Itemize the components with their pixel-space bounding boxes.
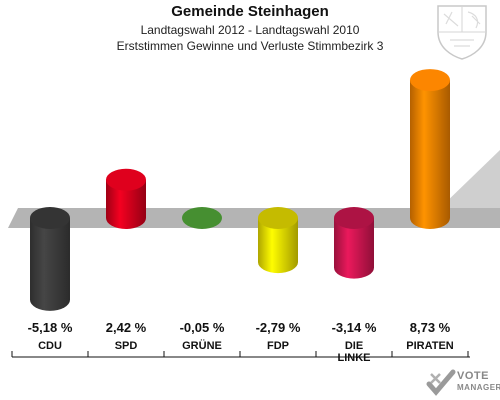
bar-body <box>258 218 298 274</box>
bar-cap <box>258 207 298 229</box>
bar-cdu <box>30 207 70 311</box>
category-label-fdp: FDP <box>267 340 289 352</box>
value-label-cdu: -5,18 % <box>27 320 73 335</box>
bar-body <box>410 80 450 229</box>
bar-body <box>30 218 70 311</box>
bar-piraten <box>410 69 450 229</box>
value-label-gruene: -0,05 % <box>179 320 225 335</box>
chart-title: Gemeinde Steinhagen <box>171 3 329 20</box>
category-label-linke: DIE LINKE <box>337 340 371 364</box>
zero-band-perspective <box>440 150 500 208</box>
bar-spd <box>106 168 146 229</box>
bar-fdp <box>258 207 298 274</box>
value-label-piraten: 8,73 % <box>409 320 451 335</box>
value-label-linke: -3,14 % <box>331 320 377 335</box>
vote-manager-logo: VOTE MANAGER <box>424 366 500 400</box>
bar-cap <box>182 207 222 229</box>
bar-body <box>106 179 146 229</box>
chart-subtitle-election: Landtagswahl 2012 - Landtagswahl 2010 <box>140 23 360 37</box>
bar-cap <box>334 207 374 229</box>
logo-line-2: MANAGER <box>457 383 500 392</box>
logo-line-1: VOTE <box>457 370 489 382</box>
category-label-piraten: PIRATEN <box>406 340 454 352</box>
coat-of-arms-icon <box>437 5 487 60</box>
category-label-cdu: CDU <box>38 340 62 352</box>
value-label-spd: 2,42 % <box>105 320 147 335</box>
bar-cap <box>30 207 70 229</box>
category-label-spd: SPD <box>114 340 138 352</box>
vote-check-icon <box>426 369 456 396</box>
bar-gruene <box>182 207 222 229</box>
chart-subtitle-description: Erststimmen Gewinne und Verluste Stimmbe… <box>116 39 384 53</box>
bar-cap <box>106 168 146 191</box>
bar-body <box>334 218 374 279</box>
category-label-gruene: GRÜNE <box>182 340 222 352</box>
value-label-fdp: -2,79 % <box>255 320 301 335</box>
bar-linke <box>334 207 374 279</box>
bar-cap <box>410 69 450 92</box>
